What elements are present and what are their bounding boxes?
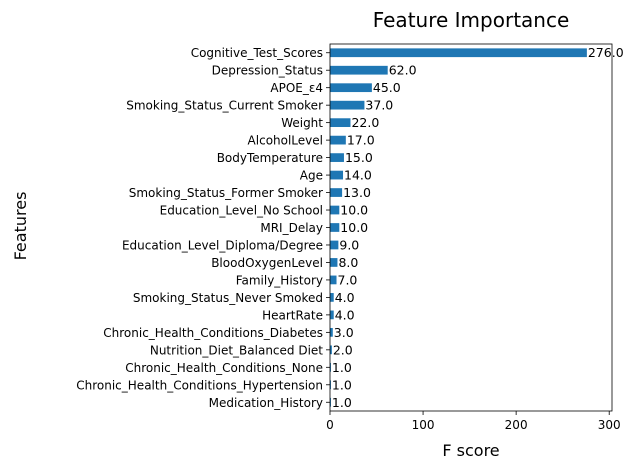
y-axis-title: Features (11, 192, 30, 261)
y-tick-label: AlcoholLevel (248, 134, 323, 148)
data-label: 276.0 (588, 45, 624, 60)
bar (330, 83, 372, 93)
data-label: 1.0 (332, 377, 352, 392)
y-tick-label: BloodOxygenLevel (211, 256, 323, 270)
data-label: 14.0 (344, 168, 372, 183)
bar (330, 362, 331, 372)
bar (330, 240, 339, 250)
x-tick-label: 0 (326, 418, 334, 432)
y-tick-label: MRI_Delay (260, 221, 323, 235)
x-axis-title: F score (442, 441, 499, 460)
bar (330, 275, 337, 285)
y-tick-label: Education_Level_Diploma/Degree (122, 238, 323, 252)
bar (330, 223, 340, 232)
y-tick-label: Chronic_Health_Conditions_Diabetes (103, 326, 323, 340)
data-label: 4.0 (335, 307, 355, 322)
data-label: 1.0 (332, 360, 352, 375)
data-label: 15.0 (345, 150, 373, 165)
y-tick-label: Smoking_Status_Current Smoker (126, 99, 323, 113)
data-label: 45.0 (373, 80, 401, 95)
bar (330, 380, 331, 390)
bar (330, 345, 332, 355)
plot-frame (329, 43, 613, 412)
y-tick-label: Chronic_Health_Conditions_Hypertension (76, 378, 323, 392)
y-tick-label: Nutrition_Diet_Balanced Diet (150, 343, 323, 357)
y-tick-label: Smoking_Status_Former Smoker (129, 186, 323, 200)
y-tick-label: Age (300, 169, 323, 183)
data-label: 37.0 (365, 98, 393, 113)
data-label: 1.0 (332, 395, 352, 410)
y-tick-label: Smoking_Status_Never Smoked (133, 291, 323, 305)
bar (330, 258, 338, 267)
y-tick-label: HeartRate (262, 308, 323, 322)
y-tick-label: Weight (281, 116, 323, 130)
bar (330, 310, 334, 320)
bar (330, 48, 587, 58)
x-tick-label: 100 (412, 418, 435, 432)
data-label: 3.0 (334, 325, 354, 340)
bar (330, 188, 343, 197)
bar (330, 100, 365, 110)
data-label: 13.0 (343, 185, 371, 200)
bar (330, 135, 346, 145)
bar (330, 205, 340, 215)
y-tick-label: BodyTemperature (217, 151, 323, 165)
bar (330, 118, 351, 128)
data-label: 22.0 (351, 115, 379, 130)
data-label: 62.0 (389, 63, 417, 78)
data-label: 2.0 (333, 342, 353, 357)
bar (330, 153, 344, 162)
bar (330, 170, 344, 180)
data-label: 17.0 (347, 133, 375, 148)
data-label: 4.0 (335, 290, 355, 305)
data-label: 7.0 (338, 272, 358, 287)
data-label: 8.0 (338, 255, 358, 270)
bar (330, 293, 334, 302)
y-tick-label: Medication_History (209, 396, 323, 410)
data-label: 10.0 (340, 220, 368, 235)
bar (330, 327, 333, 337)
y-tick-label: Cognitive_Test_Scores (191, 46, 323, 60)
x-tick-label: 200 (505, 418, 528, 432)
y-tick-label: APOE_ε4 (270, 81, 323, 95)
y-tick-label: Depression_Status (212, 64, 323, 78)
y-tick-label: Family_History (236, 273, 323, 287)
plot-area: Cognitive_Test_Scores 276.0 Depression_Sta… (76, 43, 624, 432)
y-tick-label: Chronic_Health_Conditions_None (125, 361, 323, 375)
bar (330, 397, 331, 407)
bar (330, 65, 388, 75)
data-label: 10.0 (340, 203, 368, 218)
x-tick-label: 300 (598, 418, 621, 432)
chart-title: Feature Importance (373, 8, 570, 32)
y-tick-label: Education_Level_No School (160, 204, 323, 218)
data-label: 9.0 (339, 237, 359, 252)
